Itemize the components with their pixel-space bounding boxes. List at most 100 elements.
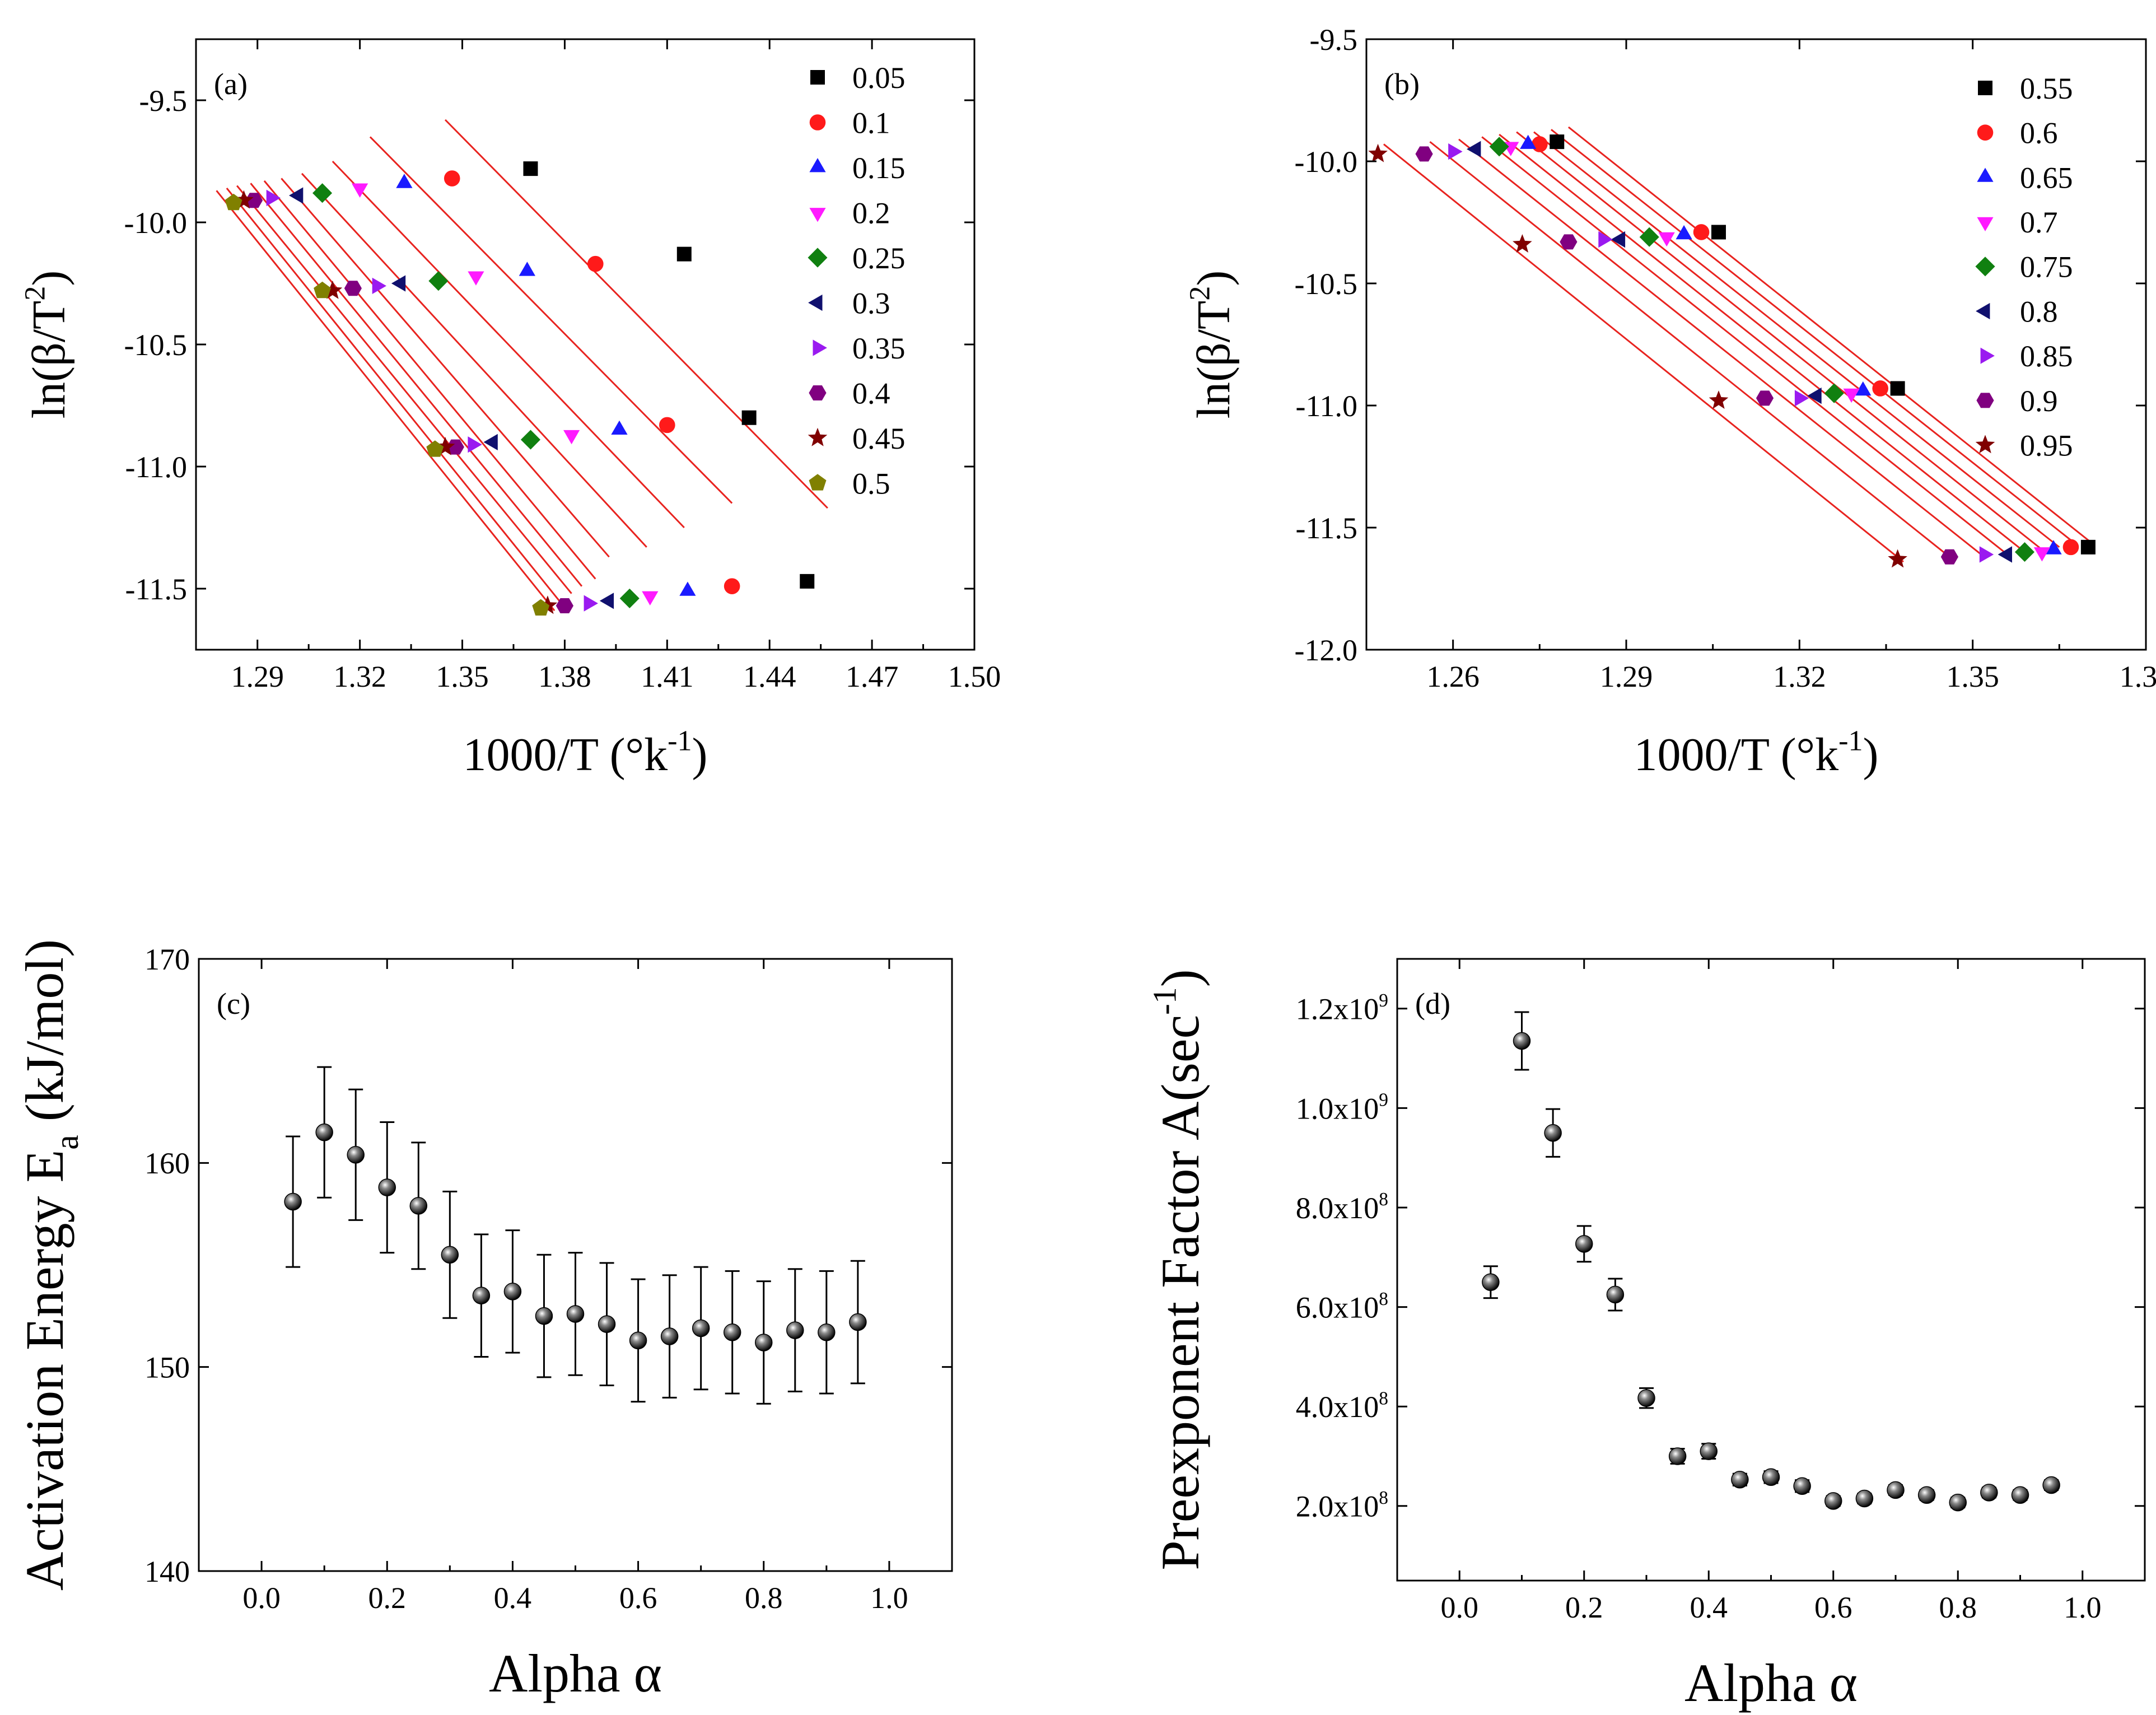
data-point: [520, 430, 540, 450]
data-point: [679, 581, 696, 596]
fit-line: [444, 119, 828, 509]
data-point: [519, 262, 535, 276]
y-tick-label-part-0: 1.2x10: [1296, 992, 1379, 1026]
legend-label: 0.2: [852, 196, 890, 230]
data-point: [642, 591, 659, 605]
y-tick-label: 140: [144, 1555, 190, 1588]
y-tick-label: -11.0: [1296, 389, 1357, 423]
x-tick-label: 1.29: [231, 660, 284, 693]
data-point: [599, 593, 614, 609]
panel-label: (b): [1384, 67, 1420, 101]
y-tick-label-part-1: 9: [1379, 1090, 1388, 1111]
y-tick-label: -9.5: [1310, 23, 1357, 57]
x-axis-label: Alpha α: [489, 1643, 662, 1703]
data-point: [724, 578, 740, 594]
plot-frame: [1365, 38, 2147, 651]
x-tick-label: 0.6: [619, 1581, 657, 1615]
data-point: [2033, 547, 2050, 562]
x-axis-label-part-0: 1000/T (°k: [1634, 729, 1838, 781]
data-point: [1793, 1477, 1811, 1495]
panel-a: 1.29 1.32 1.35 1.38 1.41 1.44 1.47 1.50-9.5-10.…: [20, 38, 1001, 781]
fit-line: [216, 190, 556, 612]
y-tick-label: -10.0: [124, 206, 187, 240]
fit-line: [1567, 126, 2095, 546]
data-point: [1888, 549, 1907, 568]
y-axis-label-part-0: Activation Energy E: [15, 1150, 74, 1591]
legend-label: 0.5: [852, 467, 890, 500]
data-point: [1855, 381, 1872, 396]
data-point: [1949, 1493, 1967, 1512]
data-point: [563, 430, 580, 445]
legend-marker: [1976, 393, 1994, 408]
data-point: [372, 277, 386, 294]
y-axis-label-part-2: ): [1188, 271, 1240, 286]
x-axis-label-part-0: Alpha α: [489, 1643, 662, 1703]
y-axis-label-part-1: 2: [1184, 286, 1216, 301]
legend-marker: [809, 114, 826, 131]
x-axis-label: 1000/T (°k-1): [1634, 725, 1878, 781]
x-tick-label: 0.0: [1441, 1591, 1479, 1624]
x-axis-label: Alpha α: [1684, 1653, 1858, 1713]
data-point: [1448, 143, 1463, 160]
legend-marker: [1977, 167, 1994, 182]
data-point: [1979, 546, 1994, 563]
y-tick-label-part-0: 8.0x10: [1296, 1191, 1379, 1225]
data-point: [1658, 232, 1675, 247]
data-point: [786, 1321, 804, 1339]
data-point: [1598, 231, 1613, 248]
data-point: [629, 1331, 647, 1350]
data-point: [1513, 1032, 1531, 1050]
legend-marker: [1975, 435, 1995, 454]
data-point: [611, 420, 628, 435]
y-tick-label-part-1: 9: [1379, 990, 1388, 1011]
data-point: [523, 161, 538, 176]
fit-line: [236, 185, 572, 594]
data-point: [266, 189, 281, 206]
y-axis-label-part-0: ln(β/T: [1188, 301, 1240, 419]
panel-d: 0.0 0.2 0.4 0.6 0.8 1.02.0x1084.0x1086.0x1088…: [1146, 958, 2146, 1713]
legend-label: 0.75: [2020, 250, 2073, 284]
data-point: [1998, 546, 2012, 563]
legend-label: 0.9: [2020, 384, 2058, 418]
fit-line: [1533, 131, 2060, 548]
y-axis-label-part-1: -1: [1146, 987, 1183, 1015]
x-axis-label-part-2: ): [1863, 729, 1879, 781]
fit-line: [332, 160, 685, 529]
x-tick-label: 1.35: [1946, 660, 1999, 693]
legend-marker: [813, 339, 827, 356]
legend-marker: [1976, 302, 1990, 320]
x-tick-label: 1.29: [1600, 660, 1653, 693]
y-tick-label: 170: [144, 943, 190, 976]
y-axis-label: Activation Energy Ea (kJ/mol): [15, 939, 85, 1591]
legend-label: 0.15: [852, 151, 906, 185]
x-tick-label: 0.8: [745, 1581, 783, 1615]
data-point: [1794, 390, 1809, 407]
data-point: [584, 595, 598, 612]
legend-marker: [1975, 257, 1995, 277]
data-point: [755, 1334, 773, 1352]
legend-label: 0.1: [852, 106, 890, 139]
x-tick-label: 0.6: [1814, 1591, 1852, 1624]
data-point: [598, 1315, 616, 1333]
x-tick-label: 1.38: [538, 660, 591, 693]
data-point: [1940, 549, 1958, 565]
data-point: [315, 1123, 333, 1141]
fit-line: [1499, 133, 2026, 553]
data-point: [1575, 1235, 1593, 1253]
legend-marker: [809, 158, 826, 173]
legend-marker: [808, 427, 828, 446]
data-point: [225, 193, 242, 211]
y-axis-label-part-2: (kJ/mol): [15, 939, 74, 1135]
y-tick-label-part-0: 6.0x10: [1296, 1291, 1379, 1325]
y-axis-label-part-2: ): [1150, 969, 1210, 987]
y-tick-label: 2.0x108: [1296, 1488, 1388, 1523]
x-axis-label: 1000/T (°k-1): [463, 725, 707, 781]
y-axis-label-part-0: Preexponent Factor A(sec: [1150, 1015, 1210, 1570]
panel-label: (c): [217, 987, 250, 1020]
y-tick-label: -11.5: [125, 572, 187, 606]
data-point: [483, 434, 498, 450]
data-point: [1917, 1486, 1936, 1504]
y-tick-label-part-0: 4.0x10: [1296, 1390, 1379, 1424]
data-point: [556, 598, 573, 613]
fit-line: [1516, 131, 2043, 551]
